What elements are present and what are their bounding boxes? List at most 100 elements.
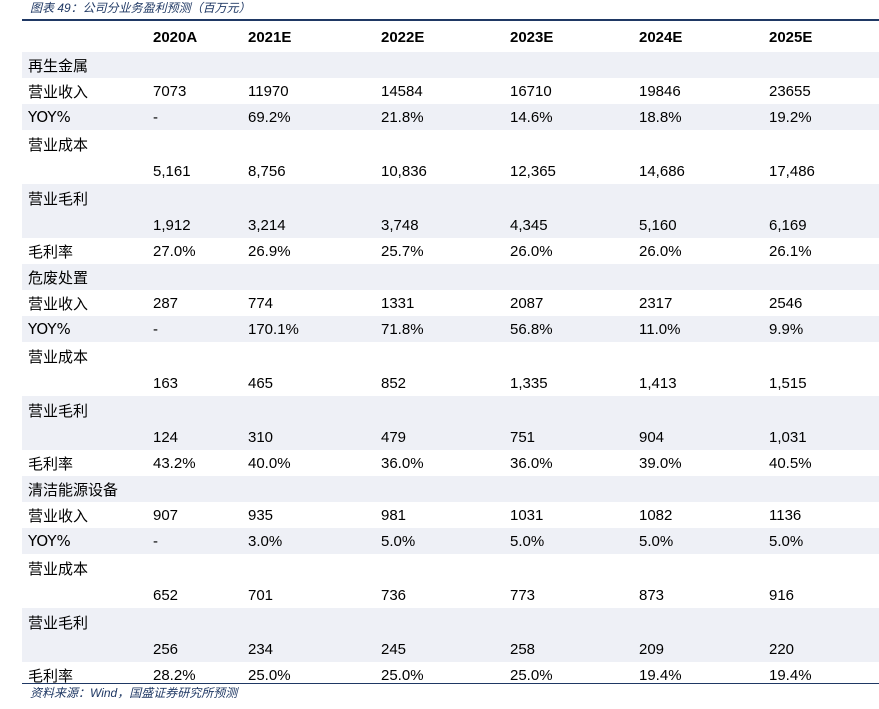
table-cell: 1082 — [639, 506, 673, 524]
table-cell: 209 — [639, 608, 769, 662]
table-cell: 18.8% — [639, 104, 769, 130]
table-row: YOY% -3.0% 5.0% 5.0% 5.0% 5.0% — [22, 528, 879, 554]
table-cell: 774 — [248, 294, 274, 312]
table-cell: 479 — [381, 396, 510, 450]
table-cell: 7073 — [153, 82, 187, 100]
table-cell — [153, 52, 248, 78]
table-cell: 3,748 — [381, 184, 510, 238]
table-cell: 1031 — [510, 506, 544, 524]
forecast-table: 2020A 2021E 2022E 2023E 2024E 2025E 再生金属… — [22, 22, 879, 688]
table-row: 营业毛利 1,912 3,214 3,748 4,345 5,160 6,169 — [22, 184, 879, 238]
header-cell: 2020A — [153, 28, 198, 46]
table-cell: 2317 — [639, 294, 673, 312]
row-label: 营业成本 — [28, 136, 89, 154]
table-row: 营业成本 163 465 852 1,335 1,413 1,515 — [22, 342, 879, 396]
table-row: 营业收入 287 774 1331 2087 2317 2546 — [22, 290, 879, 316]
table-section-row: 清洁能源设备 — [22, 476, 879, 502]
table-cell: 5,161 — [153, 163, 191, 180]
row-label: 毛利率 — [28, 666, 74, 685]
table-cell: 1,335 — [510, 375, 548, 392]
table-cell: 26.9% — [248, 242, 291, 260]
table-cell: 39.0% — [639, 454, 682, 472]
table-cell: 19.4% — [639, 666, 682, 684]
row-label: 毛利率 — [28, 454, 74, 473]
row-label: 营业收入 — [28, 294, 89, 313]
table-cell: 1,912 — [153, 184, 248, 238]
table-cell: 2546 — [769, 294, 803, 312]
table-cell — [769, 52, 879, 78]
row-label: 营业成本 — [28, 348, 89, 366]
header-cell — [22, 22, 153, 52]
table-cell: 5.0% — [769, 528, 879, 554]
table-cell: - — [153, 528, 248, 554]
row-label: 毛利率 — [28, 242, 74, 261]
table-cell: 23655 — [769, 82, 811, 100]
table-cell — [381, 476, 510, 502]
table-cell: 916 — [769, 587, 795, 604]
table-cell: 40.0% — [248, 454, 291, 472]
table-cell — [248, 264, 381, 290]
row-label: YOY% — [22, 528, 153, 554]
row-label: 营业收入 — [28, 82, 89, 101]
table-cell: 773 — [510, 587, 536, 604]
table-cell — [510, 52, 639, 78]
table-cell: 170.1% — [248, 316, 381, 342]
table-cell: 652 — [153, 587, 179, 604]
row-label: 营业毛利 — [22, 184, 153, 238]
row-label: 营业毛利 — [22, 608, 153, 662]
table-cell: 258 — [510, 608, 639, 662]
table-row: 营业收入 7073 11970 14584 16710 19846 23655 — [22, 78, 879, 104]
row-label: 危废处置 — [22, 264, 153, 290]
table-section-row: 再生金属 — [22, 52, 879, 78]
table-cell: 28.2% — [153, 666, 196, 684]
table-cell: 465 — [248, 375, 274, 392]
table-cell: 21.8% — [381, 104, 510, 130]
table-cell: 1,515 — [769, 375, 807, 392]
table-row: 营业成本 5,161 8,756 10,836 12,365 14,686 17,486 — [22, 130, 879, 184]
table-cell: 2087 — [510, 294, 544, 312]
table-cell — [510, 476, 639, 502]
row-label: YOY% — [22, 104, 153, 130]
table-cell: 904 — [639, 396, 769, 450]
table-cell: 935 — [248, 506, 274, 524]
table-cell: 4,345 — [510, 184, 639, 238]
table-cell: 701 — [248, 587, 274, 604]
table-cell: 1,413 — [639, 375, 677, 392]
row-label: 再生金属 — [22, 52, 153, 78]
table-row: 营业毛利 256 234 245 258 209 220 — [22, 608, 879, 662]
table-cell: 3,214 — [248, 184, 381, 238]
header-cell: 2023E — [510, 28, 554, 46]
table-cell: 907 — [153, 506, 179, 524]
figure-caption: 图表 49：公司分业务盈利预测（百万元） — [30, 1, 251, 15]
header-cell: 2024E — [639, 28, 683, 46]
source-note: 资料来源：Wind，国盛证券研究所预测 — [30, 686, 238, 700]
table-cell: 11.0% — [639, 316, 769, 342]
table-cell: 43.2% — [153, 454, 196, 472]
table-cell: 26.0% — [639, 242, 682, 260]
table-cell: 6,169 — [769, 184, 879, 238]
table-top-rule — [22, 19, 879, 21]
table-cell: 17,486 — [769, 163, 815, 180]
table-cell: 124 — [153, 396, 248, 450]
row-label: 营业毛利 — [22, 396, 153, 450]
header-cell: 2025E — [769, 28, 813, 46]
table-row: 营业收入 907 935 981 1031 1082 1136 — [22, 502, 879, 528]
table-cell: 10,836 — [381, 163, 427, 180]
table-cell — [639, 264, 769, 290]
table-cell: 40.5% — [769, 454, 812, 472]
table-cell: - — [153, 104, 248, 130]
table-row: YOY% -69.2% 21.8% 14.6% 18.8% 19.2% — [22, 104, 879, 130]
table-cell — [381, 52, 510, 78]
table-cell: 25.0% — [381, 666, 424, 684]
table-bottom-rule — [22, 683, 879, 684]
table-cell — [639, 476, 769, 502]
table-cell — [248, 476, 381, 502]
table-section-row: 危废处置 — [22, 264, 879, 290]
table-cell: 19.2% — [769, 104, 879, 130]
table-row: 毛利率 43.2% 40.0% 36.0% 36.0% 39.0% 40.5% — [22, 450, 879, 476]
table-cell: 36.0% — [381, 454, 424, 472]
table-cell — [769, 476, 879, 502]
table-cell: 56.8% — [510, 316, 639, 342]
table-cell: 5.0% — [381, 528, 510, 554]
table-cell: 71.8% — [381, 316, 510, 342]
